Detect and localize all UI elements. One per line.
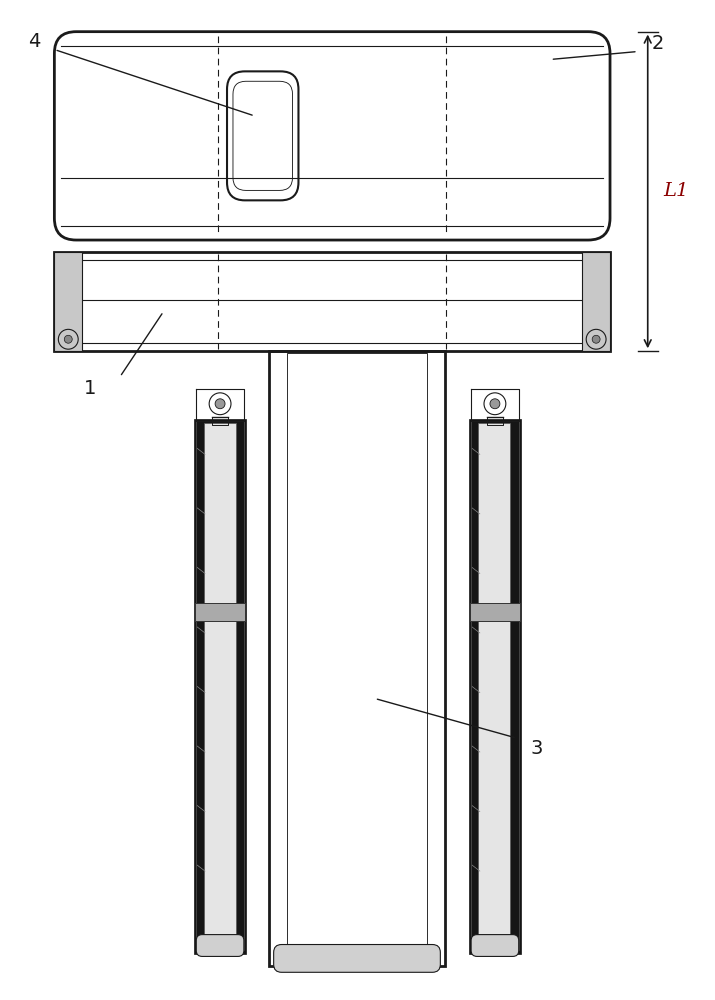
Circle shape bbox=[592, 335, 600, 343]
Bar bbox=[269, 351, 445, 966]
Circle shape bbox=[490, 399, 500, 409]
Text: 2: 2 bbox=[651, 34, 664, 53]
Circle shape bbox=[215, 399, 225, 409]
Text: 3: 3 bbox=[531, 739, 543, 758]
Bar bbox=[54, 252, 82, 351]
FancyBboxPatch shape bbox=[274, 945, 440, 972]
Circle shape bbox=[64, 335, 72, 343]
Text: 1: 1 bbox=[84, 379, 97, 398]
Text: L1: L1 bbox=[664, 182, 689, 200]
Bar bbox=[54, 252, 610, 351]
Bar bbox=[287, 353, 428, 964]
Bar bbox=[194, 419, 246, 954]
Bar bbox=[195, 603, 245, 621]
Bar bbox=[470, 603, 520, 621]
Bar bbox=[196, 421, 244, 950]
Bar bbox=[471, 421, 519, 950]
Bar bbox=[469, 419, 521, 954]
FancyBboxPatch shape bbox=[471, 935, 519, 956]
Text: 4: 4 bbox=[29, 32, 41, 51]
Bar bbox=[204, 423, 235, 950]
Bar bbox=[582, 252, 610, 351]
FancyBboxPatch shape bbox=[196, 935, 244, 956]
Bar bbox=[478, 423, 511, 950]
